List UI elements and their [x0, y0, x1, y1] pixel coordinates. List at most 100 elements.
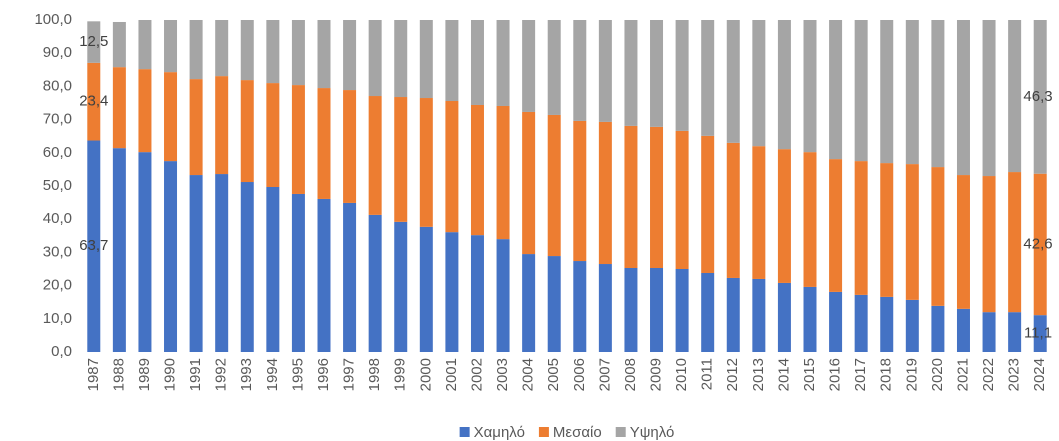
bar-segment — [164, 20, 178, 73]
bar-segment — [982, 312, 996, 352]
bar-segment — [189, 20, 203, 80]
bar-segment — [675, 269, 689, 352]
bar-segment — [522, 254, 536, 352]
bar-segment — [829, 20, 843, 160]
bar-segment — [164, 72, 178, 162]
bar-segment — [905, 299, 919, 352]
bar-segment — [87, 140, 101, 352]
bar-segment — [931, 305, 945, 352]
x-tick-label: 2021 — [954, 358, 971, 391]
y-tick-label: 40,0 — [43, 210, 72, 227]
bar-segment — [419, 20, 433, 99]
bar-segment — [956, 308, 970, 352]
x-tick-label: 2009 — [647, 358, 664, 391]
y-tick-label: 50,0 — [43, 177, 72, 194]
x-tick-label: 2014 — [775, 358, 792, 391]
y-tick-label: 80,0 — [43, 77, 72, 94]
bar-segment — [1008, 20, 1022, 173]
bar-segment — [624, 268, 638, 352]
x-tick-label: 2010 — [673, 358, 690, 391]
bar-segment — [701, 272, 715, 352]
bar-segment — [240, 80, 254, 183]
x-tick-label: 2005 — [545, 358, 562, 391]
bar-segment — [291, 20, 305, 86]
bar-segment — [394, 221, 408, 352]
bar-segment — [445, 101, 459, 233]
bar-segment — [701, 135, 715, 273]
bar-segment — [854, 161, 868, 295]
bar-segment — [138, 20, 152, 70]
bar-segment — [266, 186, 280, 352]
x-tick-label: 2001 — [443, 358, 460, 391]
bar-segment — [726, 142, 740, 278]
bar-segment — [982, 176, 996, 313]
bar-segment — [368, 214, 382, 352]
bar-segment — [419, 226, 433, 352]
bar-segment — [470, 235, 484, 352]
x-tick-label: 1997 — [341, 358, 358, 391]
bar-segment — [189, 79, 203, 176]
bar-segment — [650, 268, 664, 352]
bar-segment — [291, 85, 305, 194]
x-tick-label: 1995 — [289, 358, 306, 391]
bar-segment — [880, 20, 894, 164]
legend-swatch — [538, 427, 549, 437]
x-tick-label: 1990 — [161, 358, 178, 391]
data-label: 23,4 — [79, 93, 108, 110]
x-tick-label: 1991 — [187, 358, 204, 391]
bar-segment — [752, 20, 766, 147]
bar-segment — [956, 20, 970, 176]
bar-segment — [931, 167, 945, 306]
y-tick-label: 10,0 — [43, 310, 72, 327]
bar-segment — [522, 20, 536, 112]
data-label: 46,3 — [1023, 88, 1052, 105]
bar-segment — [829, 291, 843, 352]
x-tick-label: 1999 — [392, 358, 409, 391]
bar-segment — [982, 20, 996, 177]
bar-segment — [112, 148, 126, 352]
x-tick-label: 2020 — [929, 358, 946, 391]
bar-segment — [854, 20, 868, 162]
bar-segment — [470, 104, 484, 236]
x-tick-label: 1992 — [213, 358, 230, 391]
bar-segment — [1033, 20, 1047, 174]
bar-segment — [164, 161, 178, 352]
legend-label: Χαμηλό — [474, 424, 525, 441]
bar-segment — [496, 20, 510, 106]
bar-segment — [138, 152, 152, 352]
x-tick-label: 1989 — [136, 358, 153, 391]
bar-segment — [803, 20, 817, 153]
bar-segment — [598, 121, 612, 265]
data-label: 11,1 — [1024, 325, 1052, 342]
x-tick-label: 2008 — [622, 358, 639, 391]
bar-segment — [675, 20, 689, 131]
x-tick-label: 2015 — [801, 358, 818, 391]
bar-segment — [701, 20, 715, 136]
bar-segment — [803, 286, 817, 352]
legend: Χαμηλό Μεσαίο Υψηλό — [459, 424, 674, 441]
bar-segment — [317, 198, 331, 352]
y-tick-label: 30,0 — [43, 243, 72, 260]
bar-segment — [777, 149, 791, 283]
bar-segment — [240, 182, 254, 352]
x-tick-label: 2019 — [903, 358, 920, 391]
bar-segment — [189, 175, 203, 352]
bar-segment — [1033, 173, 1047, 316]
bar-segment — [650, 126, 664, 269]
x-tick-label: 2017 — [852, 358, 869, 391]
bar-segment — [573, 120, 587, 262]
x-tick-label: 2022 — [980, 358, 997, 391]
x-tick-label: 1994 — [264, 358, 281, 391]
bar-segment — [343, 202, 357, 352]
x-tick-label: 2002 — [468, 358, 485, 391]
x-tick-label: 1998 — [366, 358, 383, 391]
bar-segment — [215, 20, 229, 77]
bar-segment — [547, 20, 561, 115]
bar-segment — [368, 20, 382, 97]
bar-segment — [215, 174, 229, 352]
bar-segment — [445, 232, 459, 352]
bar-segment — [752, 278, 766, 352]
bar-segment — [573, 261, 587, 352]
bar-segment — [343, 20, 357, 91]
